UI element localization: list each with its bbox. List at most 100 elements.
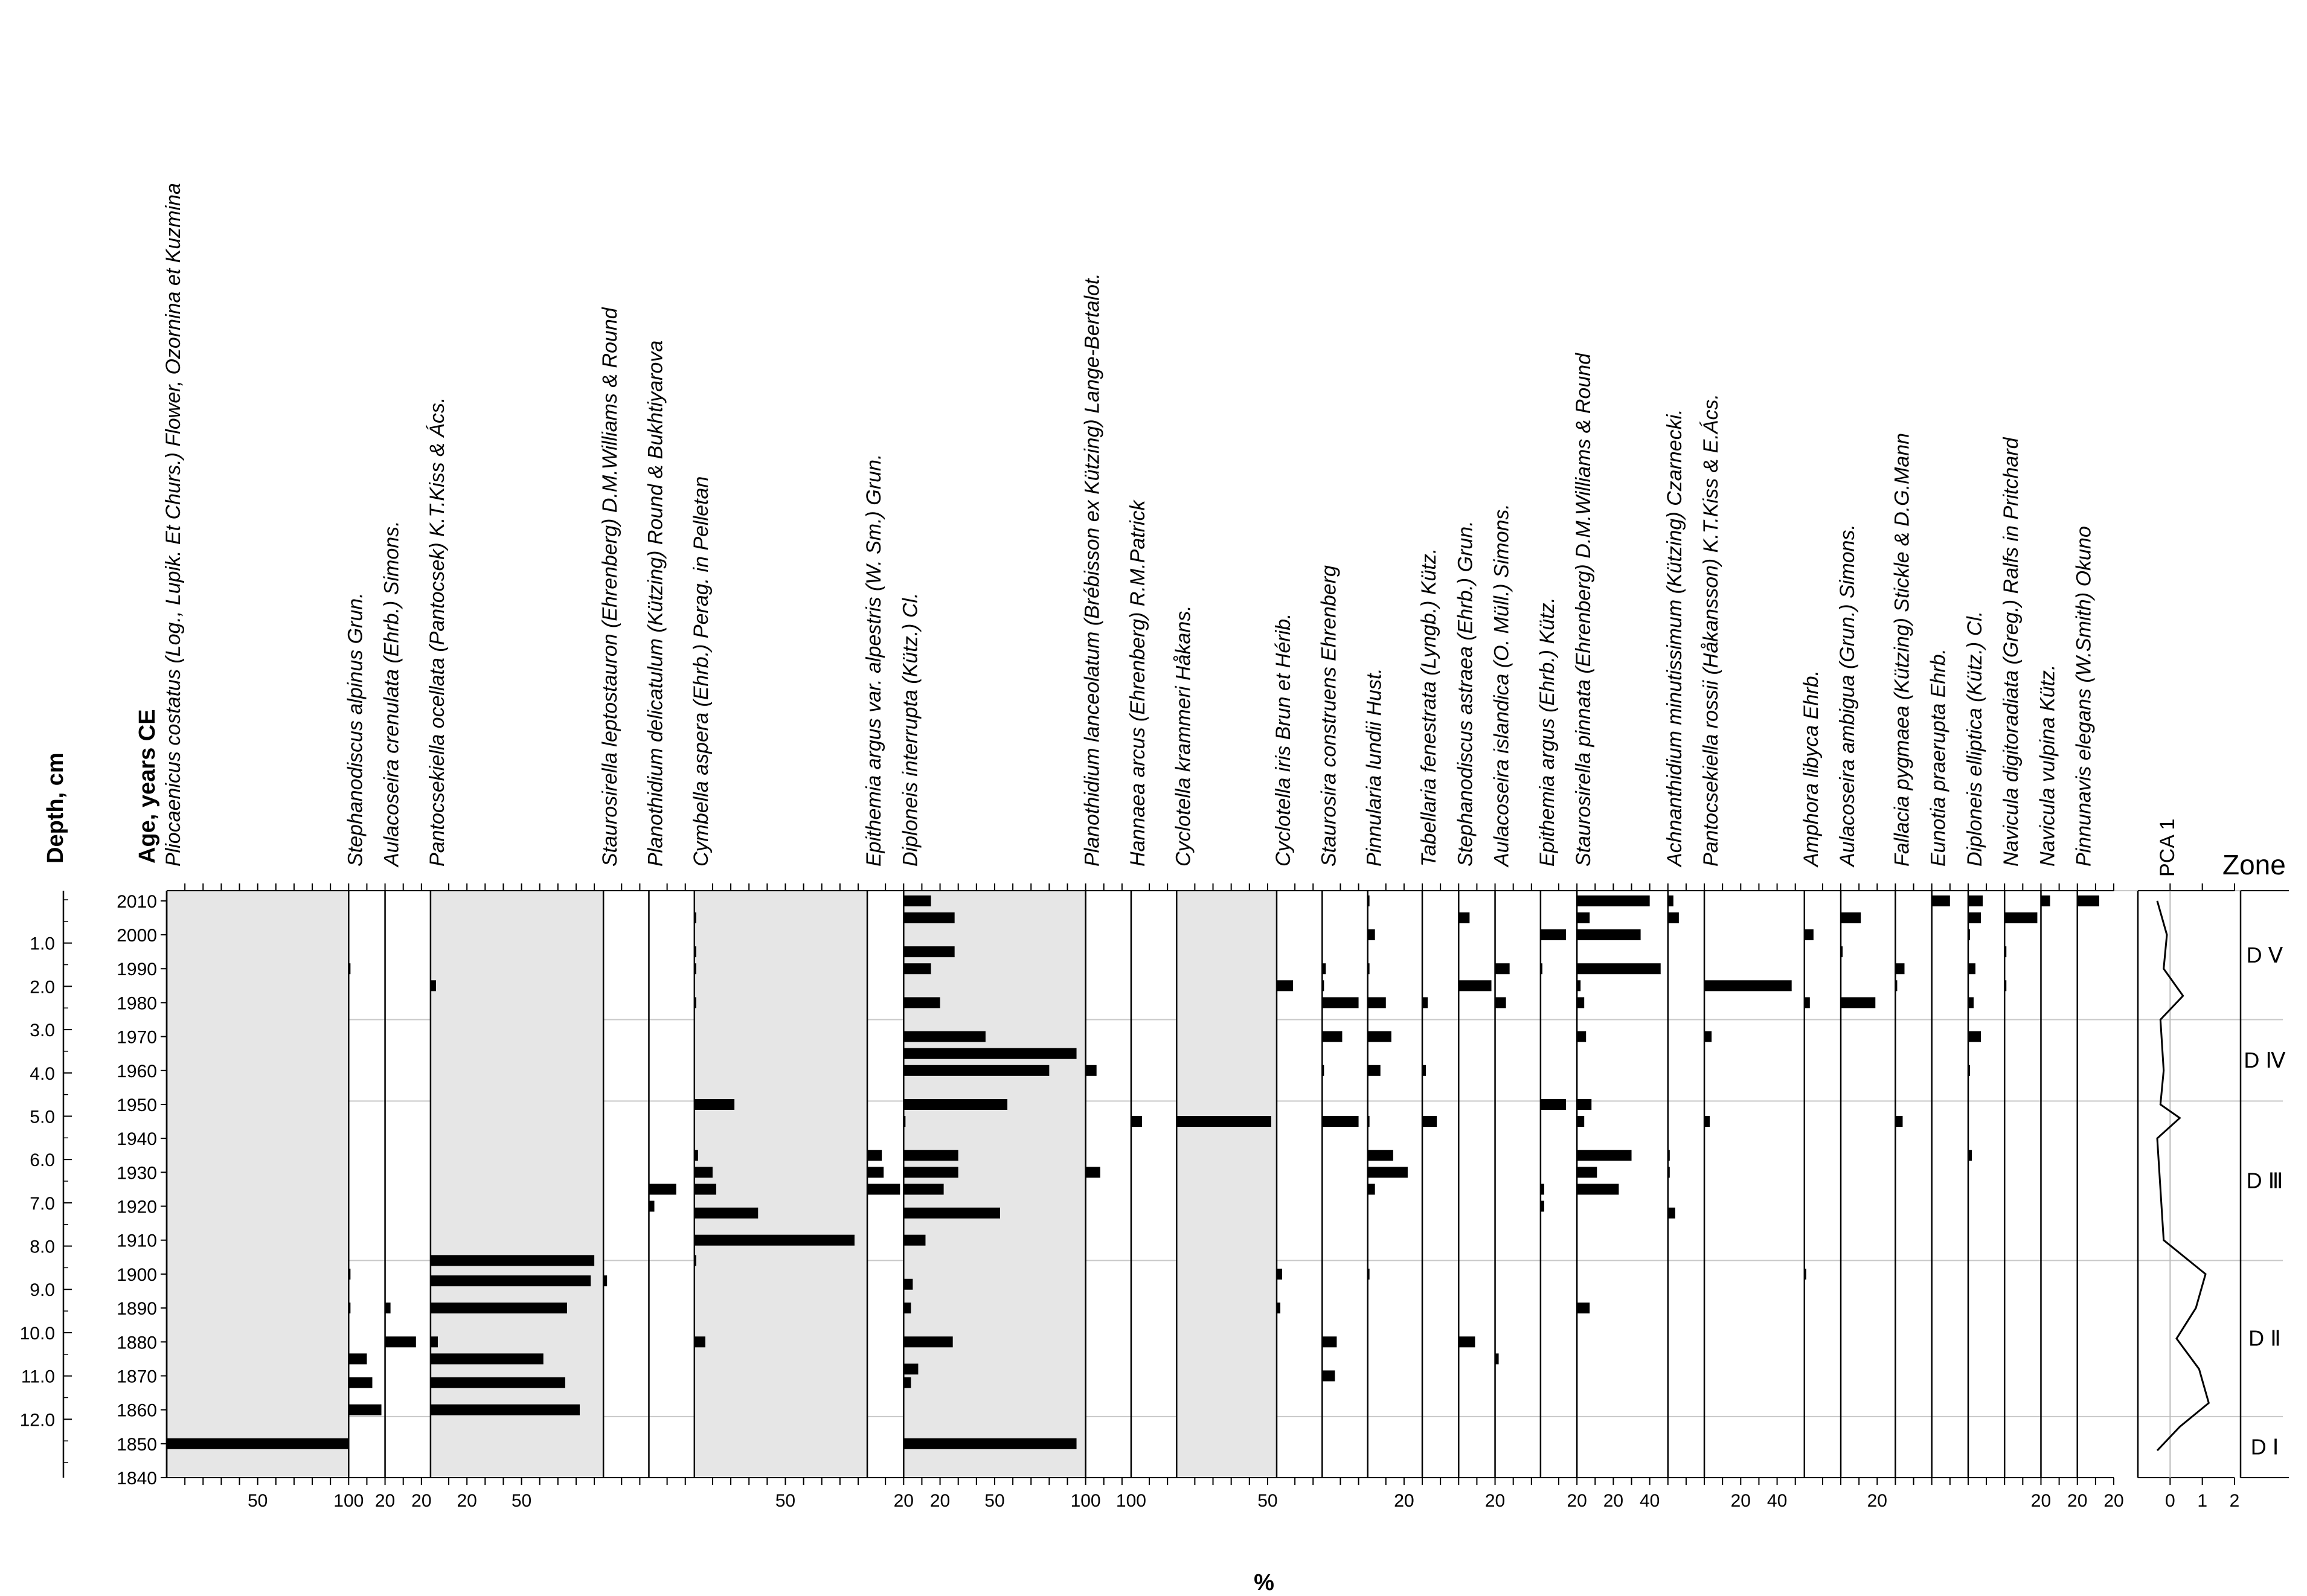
data-bar — [1495, 963, 1510, 975]
data-bar — [1667, 912, 1679, 923]
data-bar — [348, 963, 351, 975]
age-tick-label: 1940 — [117, 1129, 157, 1149]
tick-label: 20 — [1567, 1491, 1587, 1511]
data-bar — [694, 997, 696, 1008]
data-bar — [903, 997, 940, 1008]
tick-label: 50 — [775, 1491, 795, 1511]
data-bar — [903, 1048, 1077, 1059]
data-bar — [1367, 963, 1370, 975]
data-bar — [649, 1200, 655, 1212]
taxon-name: Diploneis elliptica (Kütz.) Cl. — [1963, 611, 1986, 867]
data-bar — [1841, 912, 1861, 923]
data-bar — [385, 1303, 391, 1314]
age-tick-label: 1840 — [117, 1469, 157, 1489]
taxon-panel: 20 Aulacoseira crenulata (Ehrb.) Simons. — [380, 521, 432, 1511]
taxon-panel: Aulacoseira islandica (O. Müll.) Simons. — [1490, 504, 1541, 1485]
data-bar — [1131, 1116, 1143, 1127]
data-bar — [348, 1377, 373, 1388]
tick-label: 20 — [1394, 1491, 1414, 1511]
taxon-panel: 20 Stephanodiscus astraea (Ehrb.) Grun. — [1454, 521, 1505, 1511]
depth-tick-label: 4.0 — [30, 1064, 55, 1084]
taxon-name: Stephanodiscus alpinus Grun. — [344, 592, 367, 867]
data-bar — [1577, 895, 1650, 906]
depth-tick-label: 5.0 — [30, 1107, 55, 1127]
data-bar — [1804, 997, 1810, 1008]
taxon-name: Staurosirella leptostauron (Ehrenberg) D… — [598, 307, 621, 867]
data-bar — [2041, 895, 2050, 906]
data-bar — [903, 1031, 986, 1042]
data-bar — [430, 1377, 565, 1388]
data-bar — [1367, 1184, 1375, 1195]
age-tick-label: 1920 — [117, 1197, 157, 1217]
data-bar — [1367, 1167, 1408, 1178]
data-bar — [867, 1184, 900, 1195]
data-bar — [603, 1275, 608, 1287]
tick-label: 20 — [1603, 1491, 1623, 1511]
data-bar — [903, 963, 931, 975]
data-bar — [1577, 912, 1590, 923]
taxon-name: Epithemia argus var. alpestris (W. Sm.) … — [862, 454, 885, 867]
taxon-panel: Cyclotella iris Brun et Hérib. — [1272, 614, 1323, 1485]
taxon-panel: 20 Stephanodiscus alpinus Grun. — [344, 592, 395, 1511]
pca-label: PCA 1 — [2156, 819, 2179, 877]
tick-label: 100 — [333, 1491, 364, 1511]
taxon-name: Aulacoseira crenulata (Ehrb.) Simons. — [380, 521, 403, 868]
taxon-name: Pliocaenicus costatus (Log., Lupik. Et C… — [162, 183, 185, 867]
data-bar — [1540, 963, 1542, 975]
data-bar — [694, 946, 696, 958]
data-bar — [1577, 1116, 1585, 1127]
tick-label: 50 — [984, 1491, 1004, 1511]
data-bar — [1458, 1336, 1475, 1348]
taxon-panel: 50 100 Pliocaenicus costatus (Log., Lupik.… — [162, 183, 364, 1511]
data-bar — [430, 1303, 567, 1314]
taxon-name: Achnanthidium minutissimum (Kützing) Cza… — [1663, 409, 1686, 868]
tick-label: 20 — [1394, 1491, 1414, 1511]
depth-tick-label: 3.0 — [30, 1021, 55, 1040]
taxon-name: Cymbella aspera (Ehrb.) Perag. in Pellet… — [690, 476, 713, 867]
data-bar — [903, 1377, 911, 1388]
depth-tick-label: 12.0 — [20, 1410, 55, 1430]
tick-label: 40 — [1640, 1491, 1660, 1511]
data-bar — [1804, 1268, 1806, 1280]
taxon-panel: Hannaea arcus (Ehrenberg) R.M.Patrick — [1126, 499, 1177, 1485]
data-bar — [1540, 1098, 1567, 1110]
taxa-panels: 50 100 Pliocaenicus costatus (Log., Lupik.… — [162, 183, 2124, 1511]
depth-tick-label: 10.0 — [20, 1324, 55, 1344]
age-tick-label: 1880 — [117, 1333, 157, 1353]
taxon-panel: 20 Epithemia argus var. alpestris (W. Sm.… — [862, 454, 914, 1511]
tick-label: 20 — [930, 1491, 950, 1511]
taxon-name: Navicula digitoradiata (Greg.) Ralfs in … — [2000, 437, 2023, 867]
zone-name: D Ⅰ — [2251, 1434, 2279, 1459]
panel-shading — [1176, 891, 1277, 1478]
age-tick-label: 1910 — [117, 1231, 157, 1251]
data-bar — [1968, 1150, 1972, 1161]
data-bar — [1577, 1098, 1592, 1110]
data-bar — [1367, 1150, 1393, 1161]
zone-name: D Ⅱ — [2248, 1326, 2281, 1351]
data-bar — [903, 895, 931, 906]
data-bar — [430, 1275, 591, 1287]
data-bar — [694, 1234, 855, 1246]
taxon-name: Amphora libyca Ehrb. — [1800, 670, 1823, 868]
tick-label: 40 — [1767, 1491, 1787, 1511]
data-bar — [903, 912, 955, 923]
data-bar — [430, 1353, 544, 1365]
taxon-panel: Planothidium delicatulum (Kützing) Round… — [644, 341, 695, 1485]
data-bar — [1895, 963, 1905, 975]
age-tick-label: 2000 — [117, 926, 157, 946]
data-bar — [1931, 895, 1950, 906]
data-bar — [348, 1404, 382, 1415]
taxon-panel: 20 50 100 Diploneis interrupta (Kütz.) Cl. — [899, 592, 1100, 1511]
data-bar — [1422, 1065, 1426, 1076]
data-bar — [694, 1207, 759, 1219]
taxon-panel: 20 Navicula vulpina Kütz. — [2036, 664, 2087, 1511]
percent-axis-label: % — [1254, 1570, 1274, 1595]
tick-label: 20 — [894, 1491, 914, 1511]
data-bar — [1667, 1150, 1670, 1161]
taxon-panel: Fallacia pygmaea (Kützing) Stickle & D.G… — [1890, 433, 1933, 1485]
taxon-name: Planothidium lanceolatum (Brébisson ex K… — [1081, 273, 1104, 867]
data-bar — [694, 963, 696, 975]
data-bar — [430, 1336, 438, 1348]
data-bar — [1322, 1116, 1359, 1127]
